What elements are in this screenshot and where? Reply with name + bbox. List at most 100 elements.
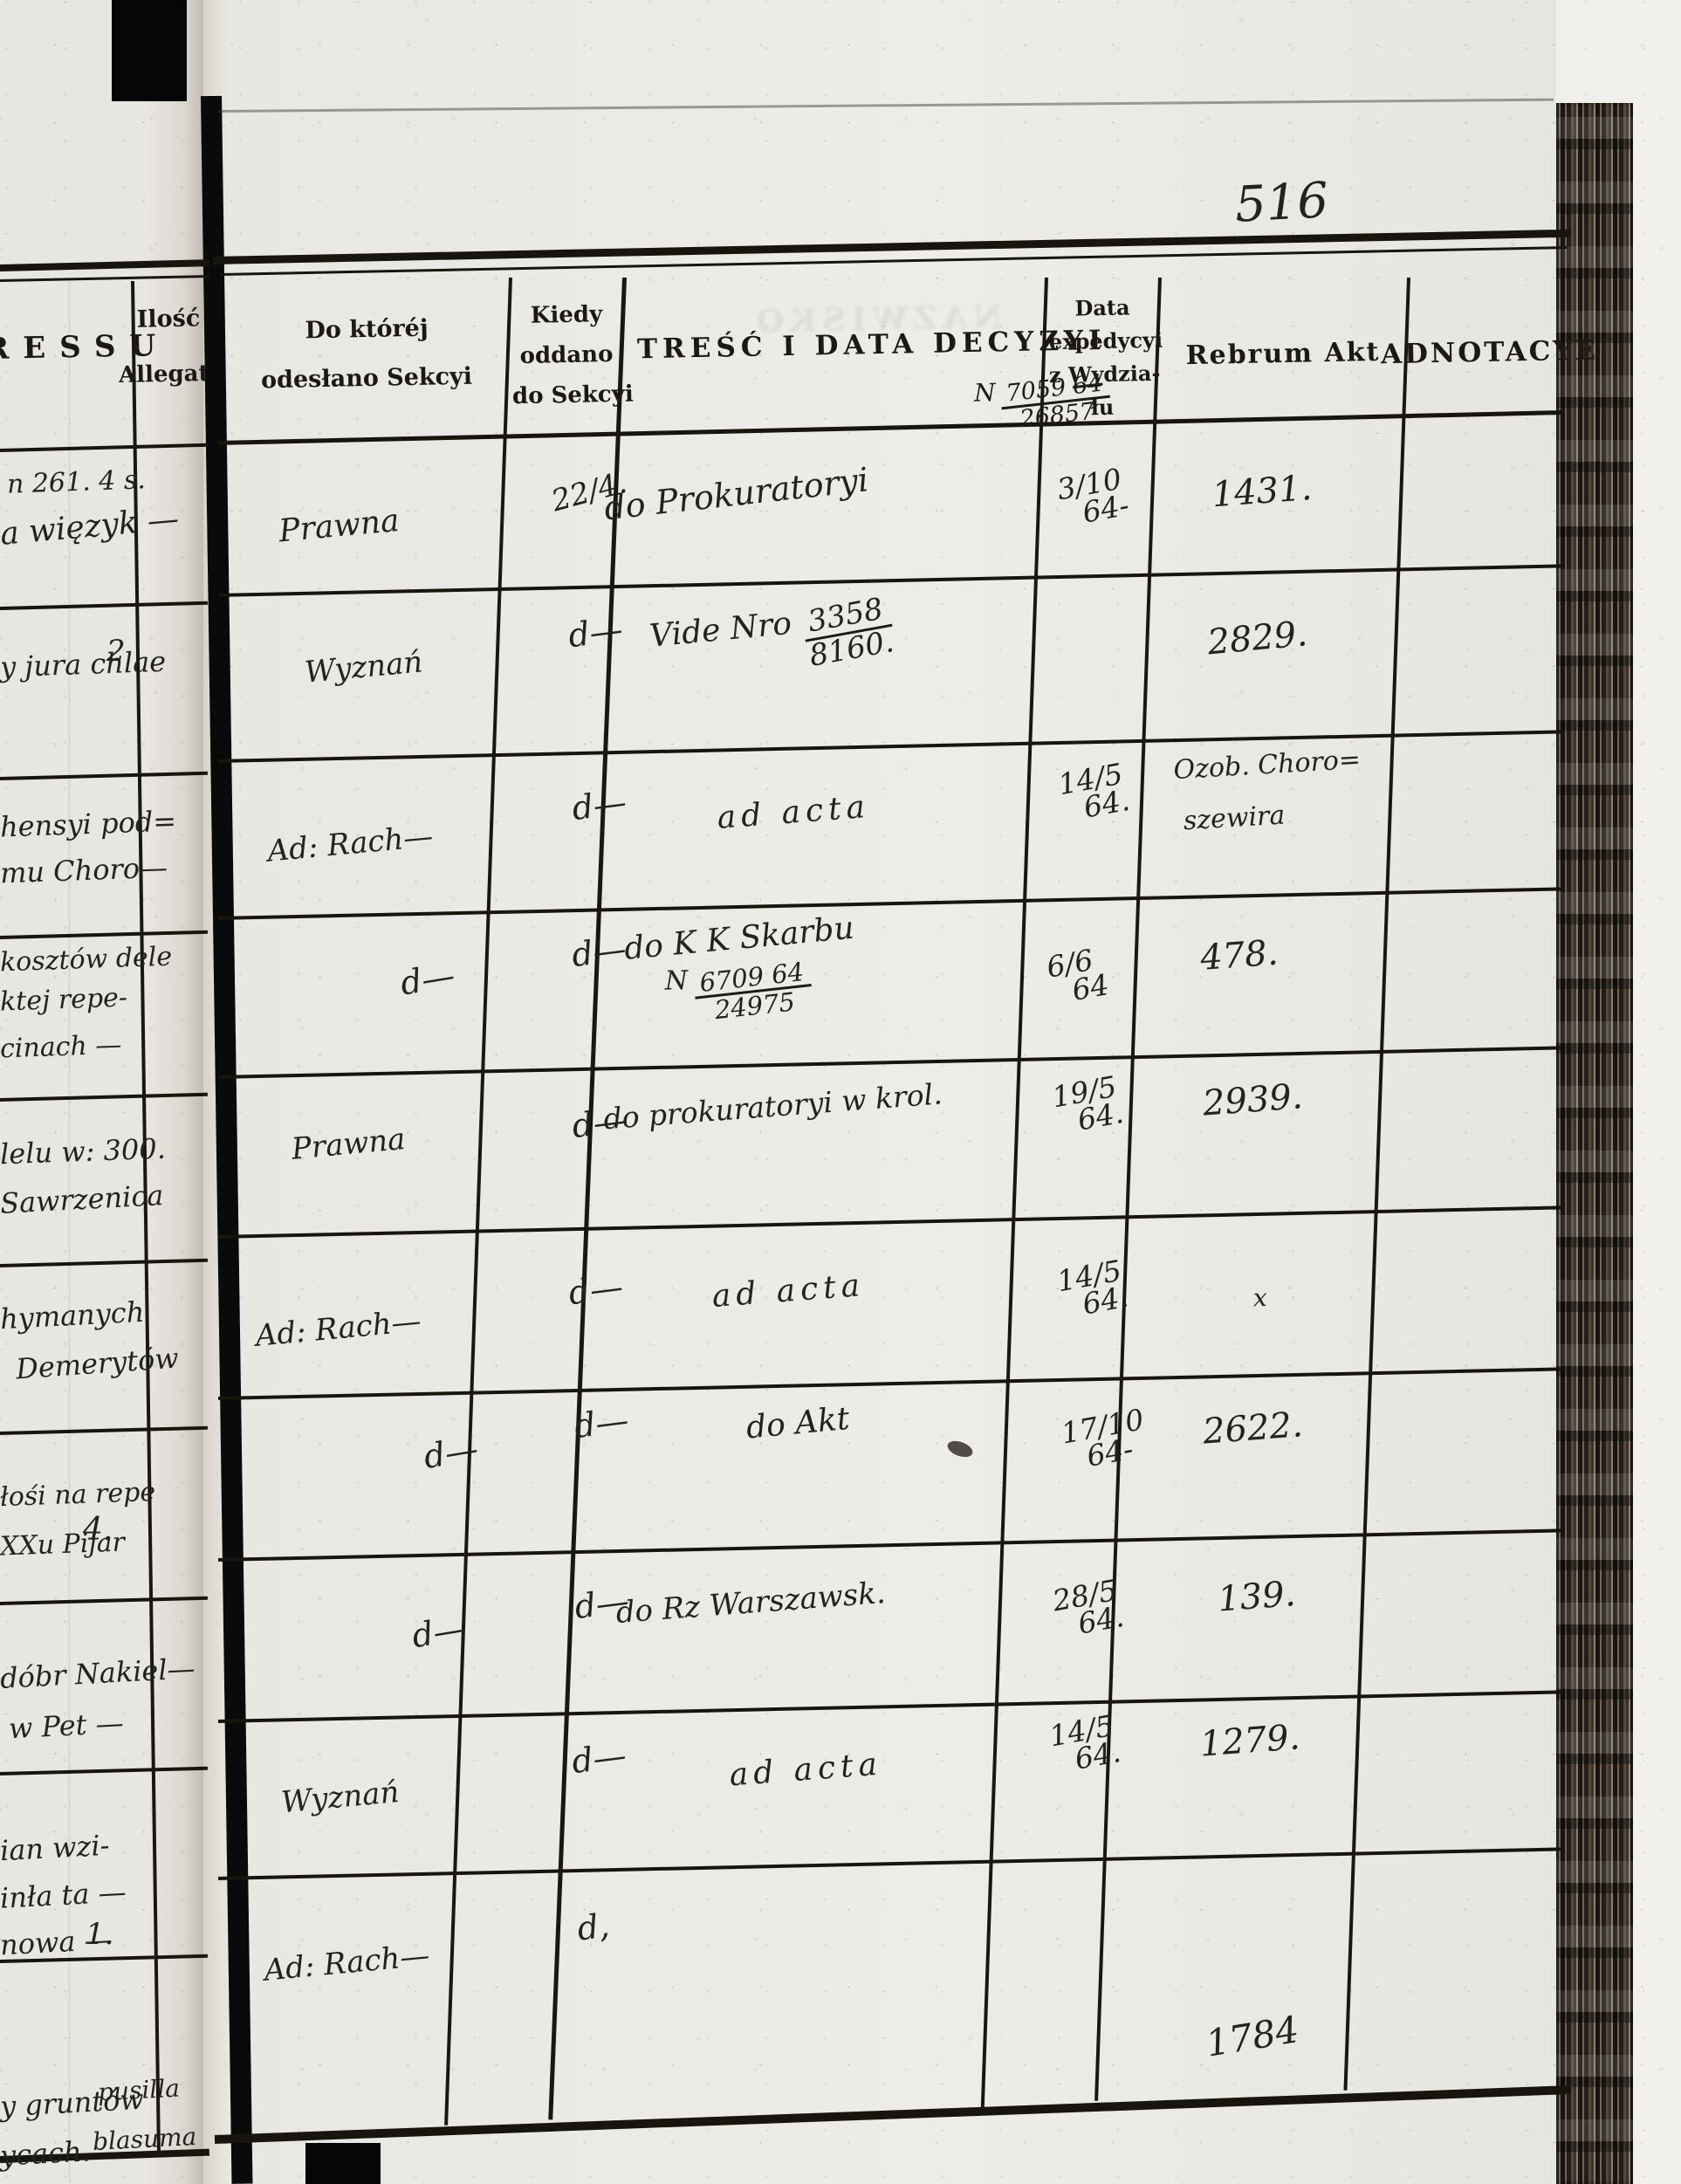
col-header-ilosc: Ilość	[136, 305, 201, 333]
rule-line	[0, 601, 208, 610]
reference-denominator: 26857	[1018, 398, 1096, 434]
reference-strike: 64	[1070, 369, 1104, 401]
rule-line	[0, 1258, 208, 1267]
rule-line	[0, 443, 208, 452]
rule-line	[0, 274, 209, 282]
reference-number: N 7059 64 26857	[973, 370, 1111, 434]
col-header-data-2: expedycyi	[1048, 326, 1163, 355]
table-row: Prawna d— do prokuratoryi w krol. 19/5 64…	[229, 1045, 1560, 1234]
tresc-line2-denominator: 24975	[713, 986, 797, 1026]
scan-margin-right	[1631, 0, 1681, 2184]
table-row: Wyznań d— ad acta 14/5 64. 1279.	[229, 1689, 1560, 1876]
table-row: Ad: Rach— d— ad acta 14/5 64. Ozob. Choro…	[229, 729, 1560, 916]
cell-rebrum: 2939.	[1201, 1076, 1305, 1124]
cell-rebrum: 1784	[1203, 2008, 1302, 2065]
rule-line	[0, 1766, 208, 1775]
left-page-fragment: łośi na repe	[0, 1476, 156, 1514]
cell-rebrum: 1279.	[1198, 1717, 1301, 1765]
cell-sekcya: d—	[397, 956, 458, 1003]
left-page-fragment: mu Choro—	[0, 850, 168, 890]
left-page-fragment: lelu w: 300.	[0, 1131, 167, 1171]
cell-sekcya: Wyznań	[279, 1774, 401, 1821]
tresc-text: Vide Nro	[648, 605, 793, 655]
paper-fold	[68, 279, 71, 2182]
cell-rebrum: 139.	[1216, 1574, 1297, 1620]
scan-margin-top-right	[1556, 0, 1681, 106]
table-row: d— d— do Akt 17/10 64- 2622.	[229, 1366, 1560, 1557]
col-header-kiedy-1: Kiedy	[530, 301, 603, 329]
cell-rebrum: 2622.	[1201, 1404, 1305, 1453]
left-page-fragment: kosztów dele	[0, 941, 173, 979]
tresc-line2-label: N	[664, 965, 689, 997]
cell-kiedy: d—	[566, 1267, 626, 1313]
col-header-data-1: Data	[1074, 294, 1130, 321]
col-header-allegatow: Allegatów	[118, 361, 207, 388]
cell-kiedy: d—	[569, 1735, 628, 1782]
ilosc-value: pusilla	[97, 2073, 181, 2107]
left-page-fragment: y jura chlae	[0, 644, 167, 684]
cell-kiedy: d—	[572, 1400, 631, 1446]
cell-rebrum-line2: szewira	[1182, 800, 1286, 837]
rule-line	[0, 1596, 208, 1605]
left-page-fragment: w Pet —	[8, 1706, 125, 1746]
cell-rebrum: 1431.	[1211, 467, 1314, 516]
left-page-fragment: ycach.	[0, 2134, 92, 2173]
reference-label: N	[973, 378, 996, 408]
cell-rebrum: 2829.	[1205, 614, 1309, 663]
ilosc-value: 1.	[86, 1917, 114, 1952]
cell-tresc: do Akt	[744, 1400, 851, 1446]
left-page-fragment: Demerytów	[14, 1341, 180, 1386]
col-header-sekcya-2: odesłano Sekcyi	[260, 362, 473, 395]
cell-rebrum: Ozob. Choro=	[1172, 744, 1362, 786]
ilosc-value: blasuma	[92, 2121, 198, 2157]
cell-tresc: do K K Skarbu	[622, 910, 856, 967]
cell-kiedy: d—	[569, 782, 629, 828]
cell-sekcya: Ad: Rach—	[262, 1938, 431, 1988]
table-row: N 7059 64 26857 Prawna 22/4. do Prokurator…	[229, 370, 1560, 593]
cell-sekcya: d—	[421, 1429, 481, 1476]
cell-rebrum: x	[1252, 1283, 1268, 1313]
left-page-fragment: Sawrzenica	[0, 1178, 165, 1220]
cell-rebrum: 478.	[1198, 932, 1280, 979]
ilosc-value: 4.	[83, 1512, 113, 1548]
column-line	[131, 280, 161, 2156]
col-header-rebrum: Rebrum Akt	[1185, 336, 1381, 372]
cell-tresc: ad acta	[716, 788, 872, 836]
left-page-fragment: hymanych	[0, 1295, 146, 1336]
left-page-fragment: a więzyk —	[0, 501, 181, 553]
page-number: 516	[1233, 172, 1330, 234]
left-page-fragment: n 261. 4 s.	[6, 464, 147, 500]
rule-line	[0, 259, 210, 271]
cell-sekcya: Wyznań	[303, 644, 424, 690]
cell-sekcya: Ad: Rach—	[265, 819, 435, 869]
book-fore-edge	[1556, 103, 1633, 2184]
table-row: Wyznań d— Vide Nro 3358 8160. 2829.	[229, 563, 1560, 759]
rule-line	[0, 771, 208, 780]
col-header-kiedy-3: do Sekcyi	[511, 381, 635, 410]
cell-kiedy: d—	[566, 609, 625, 656]
cell-kiedy: d—	[569, 929, 628, 975]
rule-line	[0, 1425, 208, 1435]
table-row: Ad: Rach— d— ad acta 14/5 64. x	[229, 1205, 1560, 1396]
rule-line	[0, 930, 208, 939]
cell-tresc-line2: N 6709 64 24975	[664, 957, 813, 1026]
cell-tresc: Vide Nro 3358 8160.	[648, 592, 897, 683]
cell-sekcya: Prawna	[290, 1121, 408, 1167]
cell-sekcya: Ad: Rach—	[254, 1303, 423, 1354]
cell-tresc: do Rz Warszawsk.	[614, 1575, 887, 1631]
left-page-fragment: dóbr Nakiel—	[0, 1652, 196, 1695]
cell-tresc: do prokuratoryi w krol.	[602, 1076, 943, 1137]
cell-sekcya: d—	[408, 1608, 470, 1656]
col-header-sekcya-1: Do któréj	[305, 314, 429, 345]
cell-tresc: ad acta	[710, 1267, 867, 1315]
left-page-fragment: inła ta —	[0, 1875, 127, 1915]
cell-kiedy: d,	[574, 1906, 612, 1948]
col-header-tresc: TREŚĆ I DATA DECYZYI	[636, 325, 1107, 366]
col-header-kiedy-2: oddano	[519, 340, 614, 370]
scan-artifact-top	[112, 0, 187, 101]
ilosc-value: 2	[106, 634, 126, 669]
left-page-fragment: ktej repe-	[0, 982, 128, 1018]
cell-sekcya: Prawna	[277, 502, 401, 550]
cell-tresc: ad acta	[728, 1746, 884, 1794]
